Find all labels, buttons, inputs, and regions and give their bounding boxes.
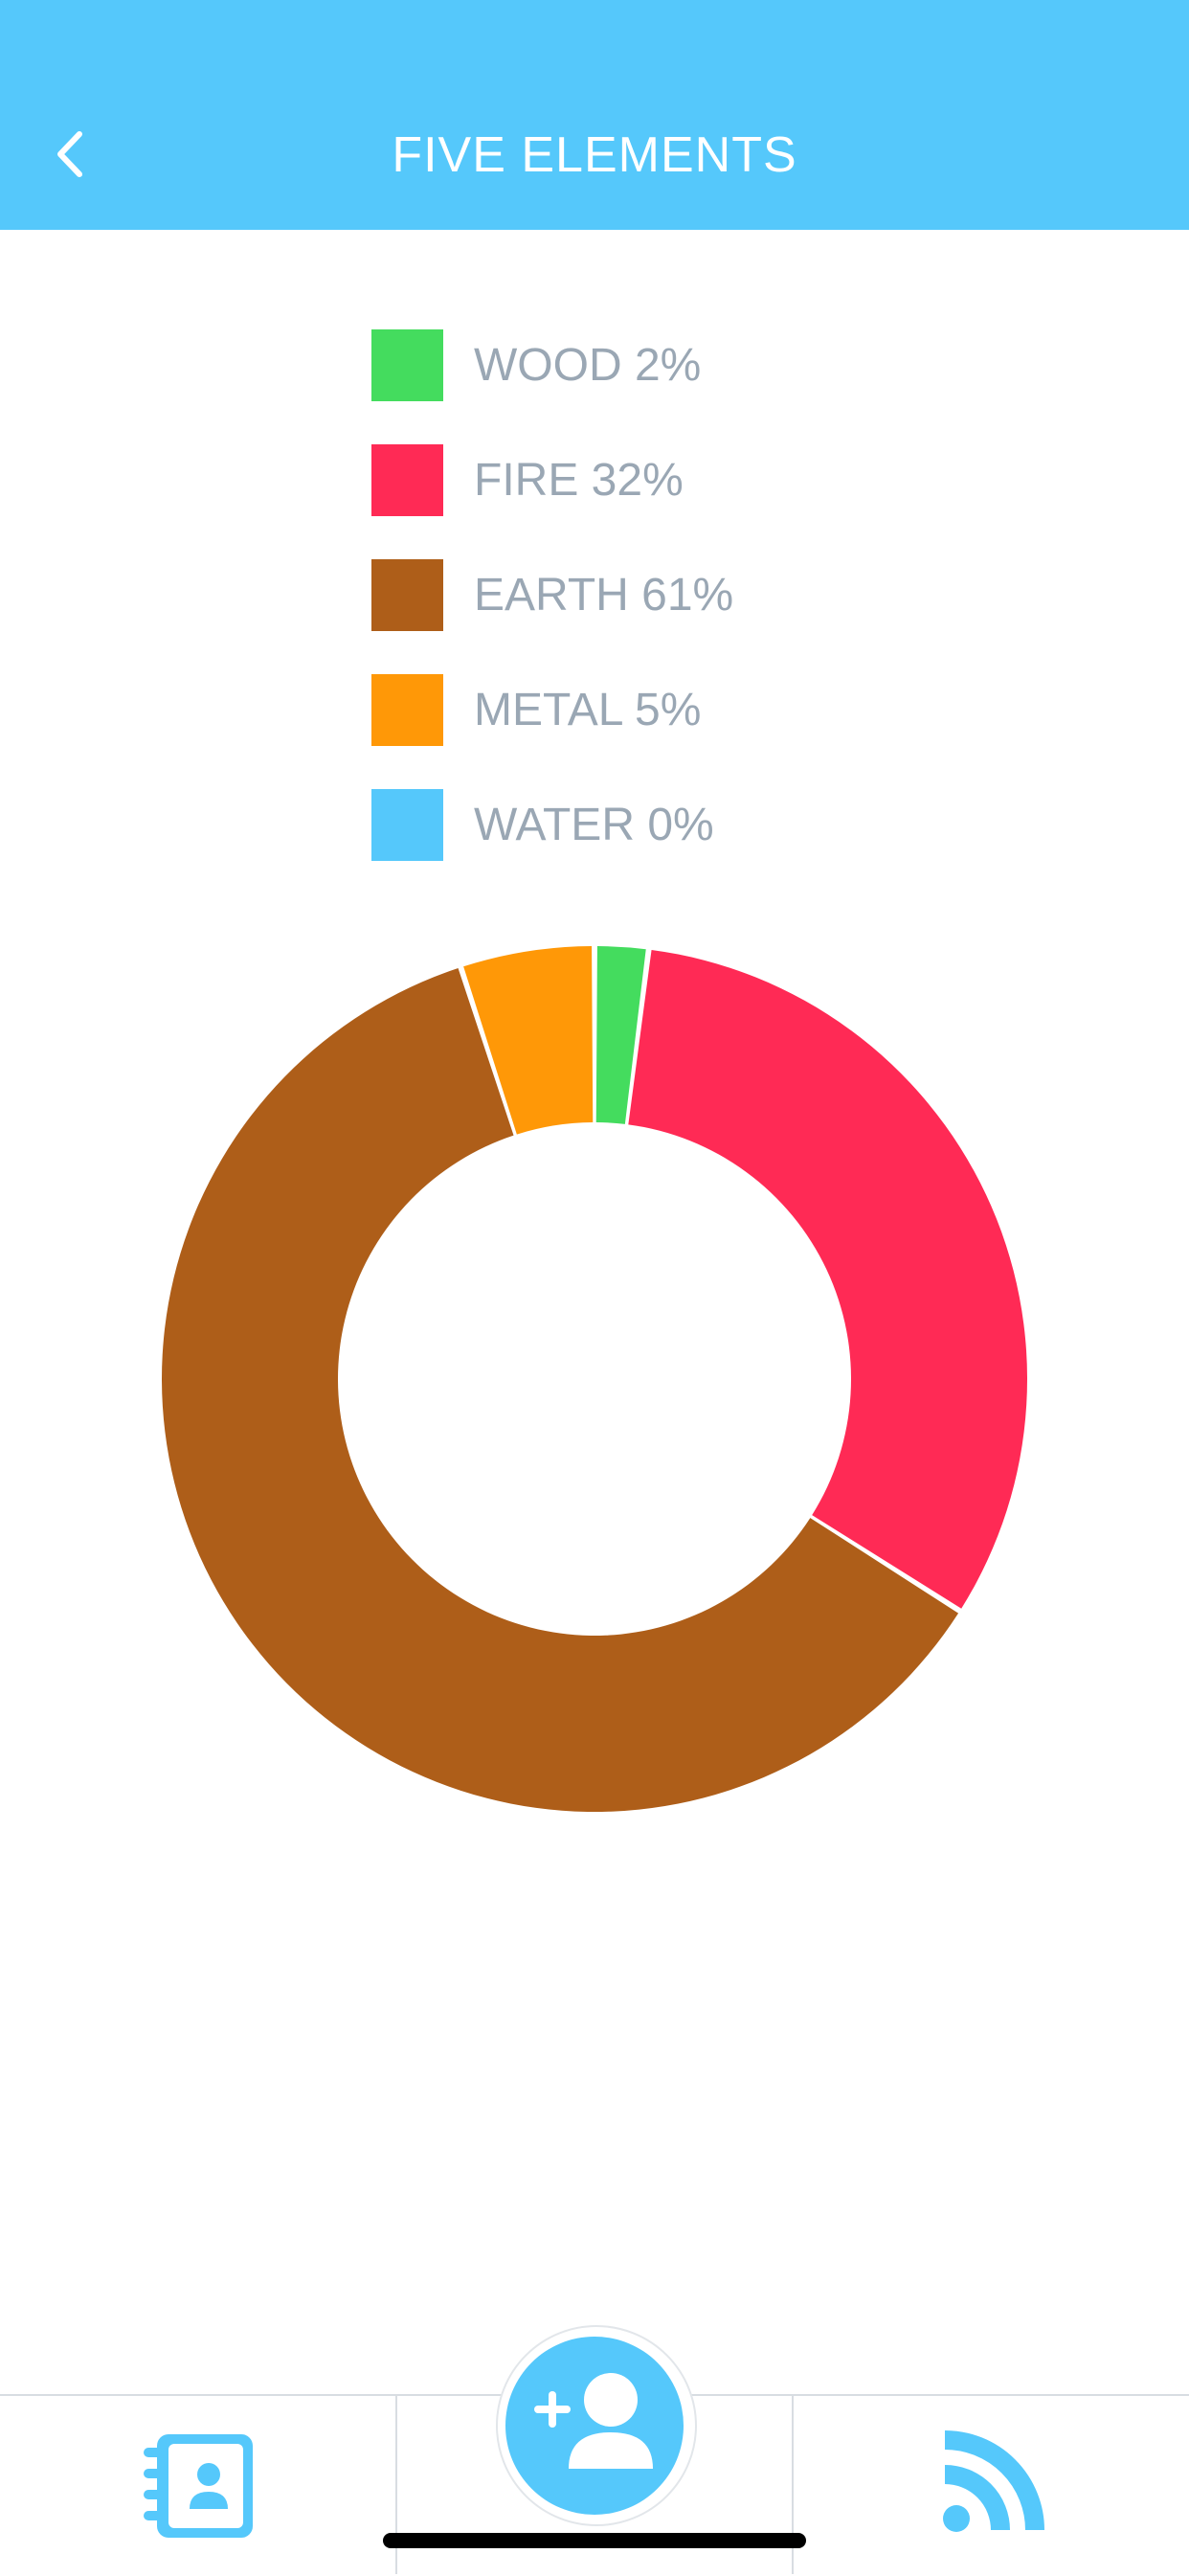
donut-slice-wood — [595, 946, 646, 1124]
add-user-icon — [534, 2373, 653, 2469]
legend-swatch — [371, 559, 443, 631]
tab-divider — [792, 2396, 794, 2574]
legend-swatch — [371, 789, 443, 861]
chevron-left-icon — [57, 131, 82, 177]
contacts-book-icon — [144, 2434, 253, 2538]
legend-swatch — [371, 674, 443, 746]
legend-swatch — [371, 444, 443, 516]
tab-divider — [395, 2396, 397, 2574]
nav-header: FIVE ELEMENTS — [0, 0, 1189, 230]
legend-label: WOOD 2% — [474, 340, 702, 391]
back-button[interactable] — [38, 117, 101, 192]
rss-feed-icon — [943, 2430, 1044, 2532]
donut-slice-earth — [161, 968, 959, 1812]
donut-slice-fire — [628, 949, 1027, 1609]
add-user-button[interactable] — [505, 2337, 684, 2515]
legend-label: METAL 5% — [474, 685, 702, 735]
legend-label: FIRE 32% — [474, 455, 684, 506]
donut-chart — [161, 946, 1027, 1812]
legend-swatch — [371, 329, 443, 401]
legend-label: EARTH 61% — [474, 570, 734, 621]
page-title: FIVE ELEMENTS — [392, 127, 797, 183]
donut-slice-metal — [463, 946, 594, 1135]
home-indicator — [383, 2533, 806, 2548]
tab-contacts[interactable] — [0, 2396, 396, 2574]
tab-feed[interactable] — [794, 2396, 1189, 2574]
chart-area — [0, 919, 1189, 1839]
legend-label: WATER 0% — [474, 800, 714, 850]
